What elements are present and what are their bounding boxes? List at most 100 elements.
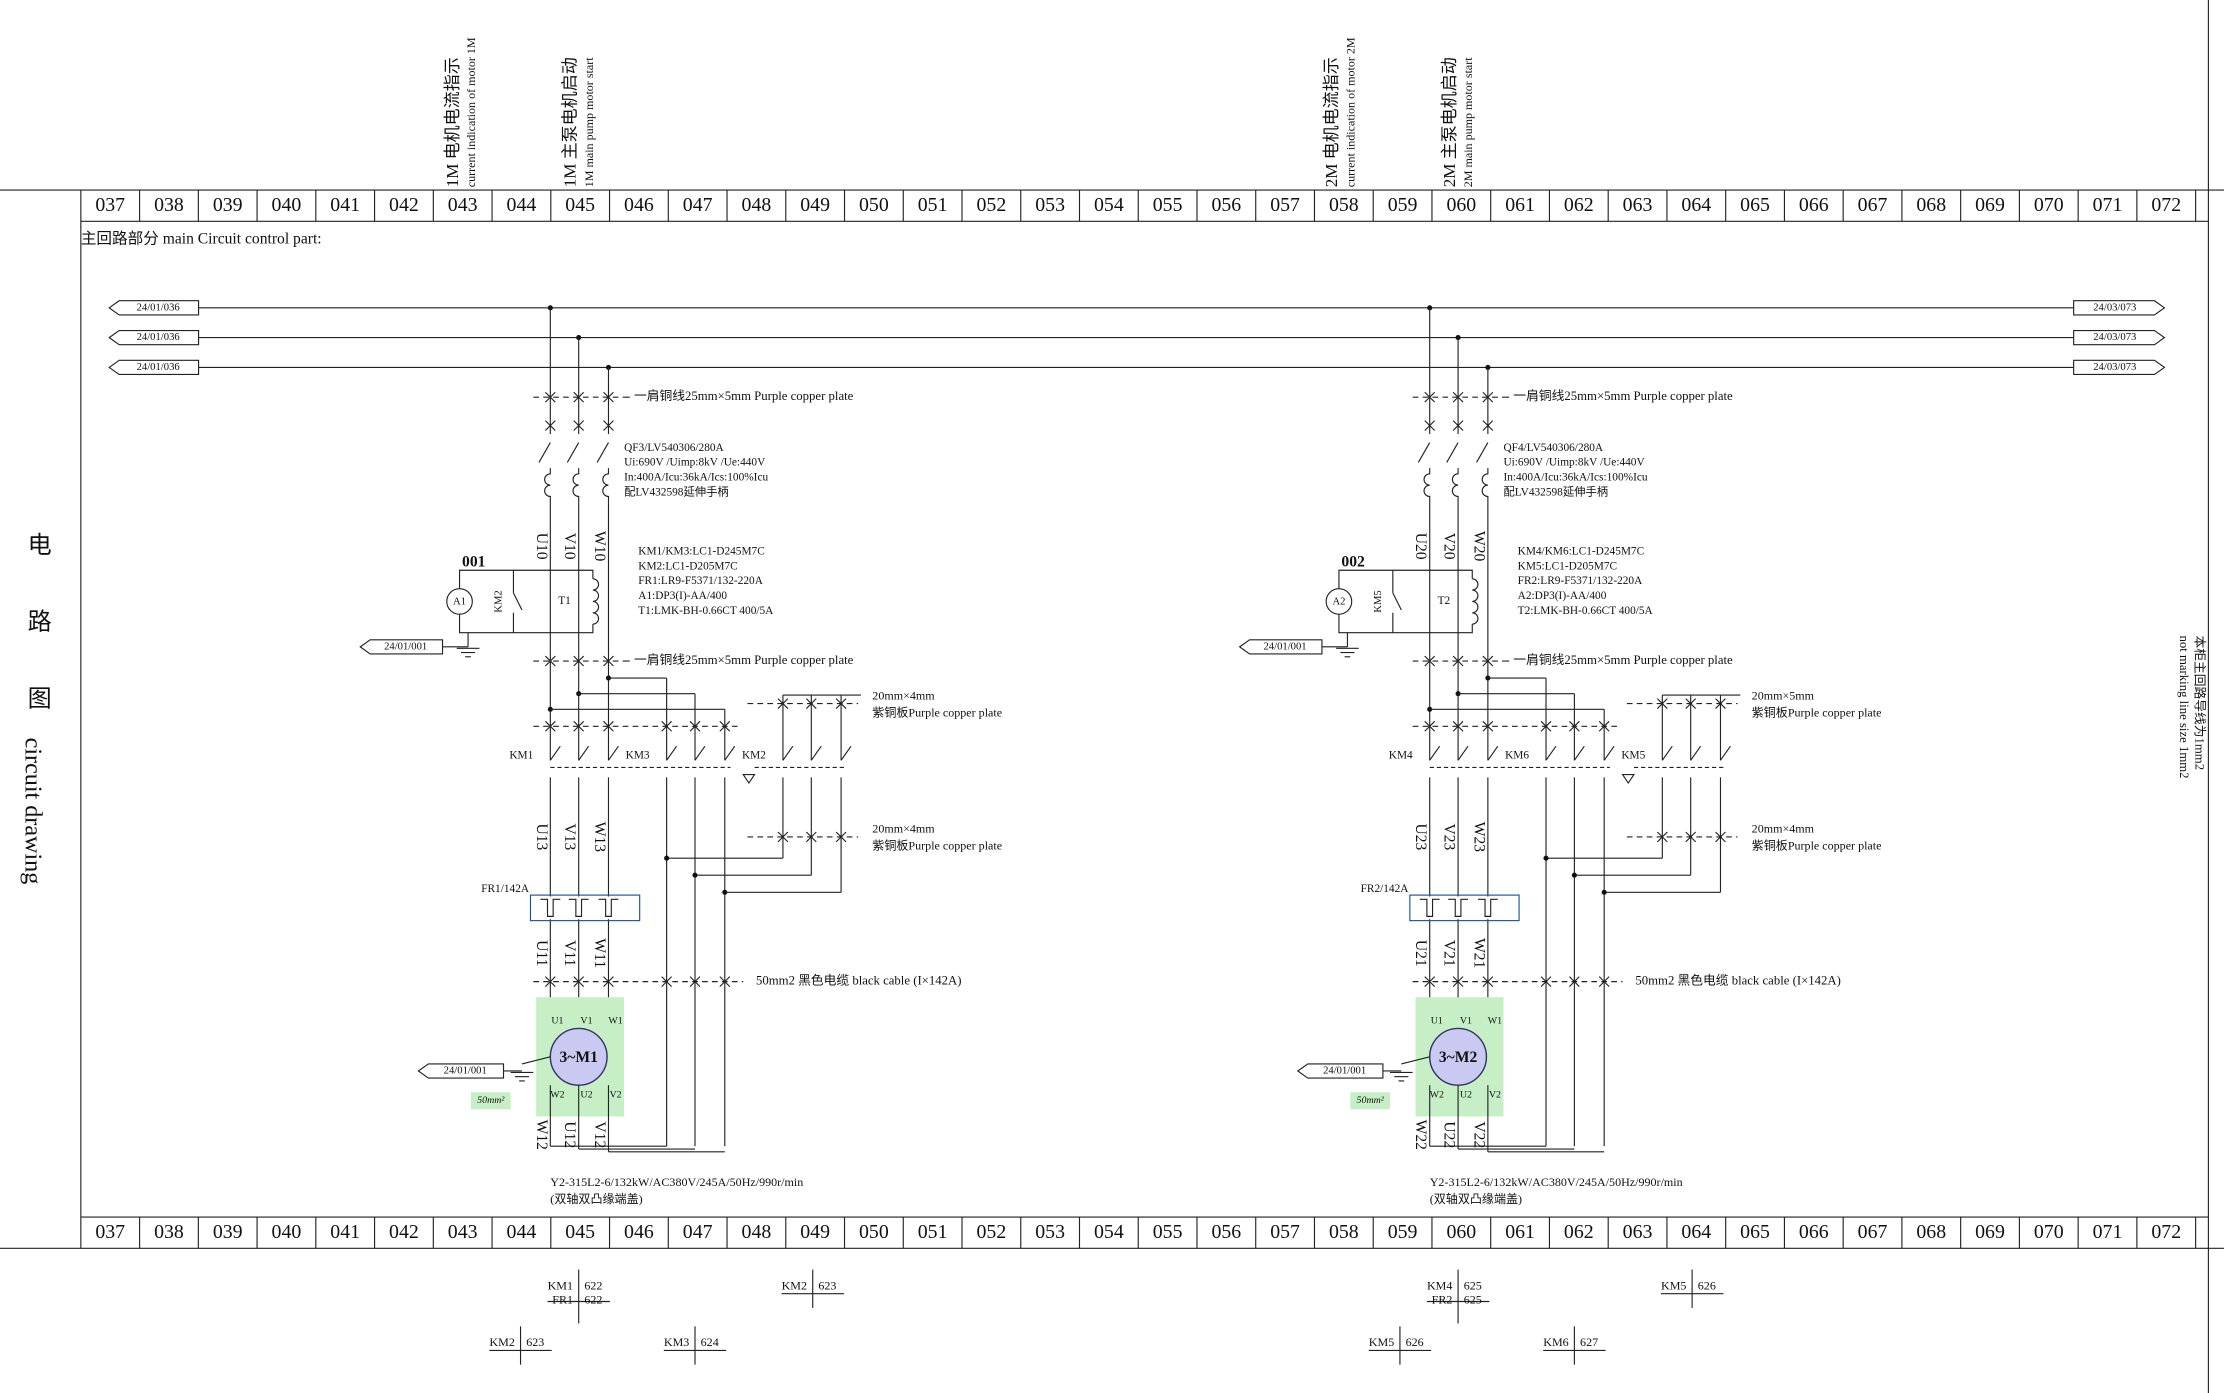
column-number: 047 (683, 194, 713, 216)
column-number: 044 (507, 1221, 537, 1243)
contact-label: KM2 (494, 590, 505, 612)
column-title: 1M 主泵电机启动 (561, 57, 580, 187)
overload-label: FR1/142A (481, 883, 530, 895)
junction (576, 691, 582, 697)
column-number: 059 (1388, 1221, 1418, 1243)
contactor-contact (549, 745, 561, 761)
cross-mark (805, 831, 817, 843)
wire-label: W20 (1470, 531, 1487, 562)
ref-label: 24/03/073 (2093, 302, 2136, 313)
cross-mark (1452, 655, 1464, 667)
cross-mark (1715, 698, 1726, 709)
column-number: 057 (1270, 194, 1300, 216)
meter-wire (1338, 614, 1473, 634)
cross-mark (1540, 976, 1552, 987)
column-number: 052 (976, 1221, 1006, 1243)
column-number: 046 (624, 194, 654, 216)
cross-mark (1424, 391, 1436, 403)
ct-coil (1472, 578, 1479, 625)
terminal-label: W2 (550, 1089, 564, 1100)
breaker-contact (1446, 442, 1459, 463)
cross-ref-number: 624 (701, 1335, 719, 1349)
breaker-spec: Ui:690V /Uimp:8kV /Ue:440V (624, 457, 766, 469)
cross-mark (544, 391, 556, 403)
cross-ref-number: 623 (526, 1335, 544, 1349)
junction (547, 305, 553, 311)
cross-mark (544, 976, 556, 987)
terminal-label: V1 (1460, 1016, 1472, 1027)
wire-label: U12 (561, 1121, 578, 1148)
column-number: 068 (1916, 1221, 1946, 1243)
ref-label: 24/01/001 (1323, 1065, 1366, 1076)
terminal-label: U1 (551, 1016, 563, 1027)
column-number: 049 (800, 194, 830, 216)
cross-ref-number: 627 (1580, 1335, 1598, 1349)
contactor-label: KM3 (626, 750, 650, 762)
cross-mark (544, 655, 556, 667)
cable-label: 50mm2 黑色电缆 black cable (I×142A) (1635, 973, 1840, 988)
plate-label: 一肩铜线25mm×5mm Purple copper plate (634, 388, 854, 403)
cross-mark (1482, 720, 1494, 732)
breaker-spec: 配LV432598延伸手柄 (1503, 485, 1608, 499)
column-title: 1M 电机电流指示 (443, 57, 462, 187)
breaker-spec: In:400A/Icu:36kA/Ics:100%Icu (624, 472, 768, 484)
wire-label: V21 (1441, 940, 1458, 967)
cross-ref-number: 625 (1464, 1278, 1482, 1292)
cross-mark (1715, 831, 1726, 843)
meter-wire (458, 614, 594, 634)
plate-label: 20mm×4mm (872, 822, 935, 836)
cross-ref-label: KM1 (548, 1278, 573, 1292)
ref-label: 24/01/001 (1263, 641, 1306, 652)
column-number: 064 (1681, 1221, 1711, 1243)
column-number: 063 (1623, 194, 1653, 216)
motor-name: 3~M2 (1439, 1049, 1478, 1066)
junction (1601, 889, 1607, 895)
column-number: 042 (389, 1221, 419, 1243)
motor-spec: Y2-315L2-6/132kW/AC380V/245A/50Hz/990r/m… (1430, 1175, 1683, 1189)
cross-ref-number: 622 (584, 1278, 602, 1292)
cross-mark (573, 720, 585, 732)
shunt-contact (1392, 592, 1402, 611)
overload-element (598, 898, 619, 917)
column-number: 045 (565, 194, 595, 216)
cross-mark (719, 976, 731, 987)
plate-label: 一肩铜线25mm×5mm Purple copper plate (1513, 652, 1733, 667)
column-number: 065 (1740, 1221, 1770, 1243)
cross-mark (1569, 976, 1580, 987)
column-title: current indication of motor 2M (1343, 37, 1357, 187)
ref-label: 24/03/073 (2093, 362, 2136, 373)
breaker-contact (538, 442, 551, 463)
cross-ref-label: KM4 (1427, 1278, 1452, 1292)
plate-label: 20mm×4mm (872, 688, 935, 702)
plate-label: 紫铜板Purple copper plate (872, 704, 1002, 719)
cross-mark (573, 391, 585, 403)
column-number: 037 (95, 194, 125, 216)
meter-wire (458, 569, 594, 589)
interlock (742, 773, 756, 785)
wire-label: V13 (561, 824, 578, 851)
wire-label: W13 (591, 822, 608, 853)
cross-ref-label: FR1 (552, 1293, 573, 1307)
column-number: 056 (1211, 1221, 1241, 1243)
column-number: 048 (742, 1221, 772, 1243)
junction (1485, 675, 1491, 681)
breaker-trip (1481, 468, 1489, 503)
contactor-contact (1429, 745, 1441, 761)
cross-mark (1482, 976, 1494, 987)
column-title: current indication of motor 1M (464, 37, 478, 187)
column-number: 043 (448, 1221, 478, 1243)
wire-label: W23 (1470, 822, 1487, 853)
ct-label: T1 (558, 595, 571, 607)
meter-wire (1338, 569, 1473, 589)
column-number: 040 (272, 194, 302, 216)
column-number: 039 (213, 1221, 243, 1243)
component-note: KM2:LC1-D205M7C (638, 560, 737, 572)
wire-label: W22 (1412, 1120, 1429, 1150)
plate-label: 20mm×4mm (1752, 822, 1815, 836)
column-number: 065 (1740, 194, 1770, 216)
terminal-label: U1 (1431, 1016, 1443, 1027)
column-number: 055 (1153, 194, 1183, 216)
cross-ref-number: 626 (1406, 1335, 1424, 1349)
component-note: FR2:LR9-F5371/132-220A (1518, 575, 1643, 587)
column-number: 043 (448, 194, 478, 216)
